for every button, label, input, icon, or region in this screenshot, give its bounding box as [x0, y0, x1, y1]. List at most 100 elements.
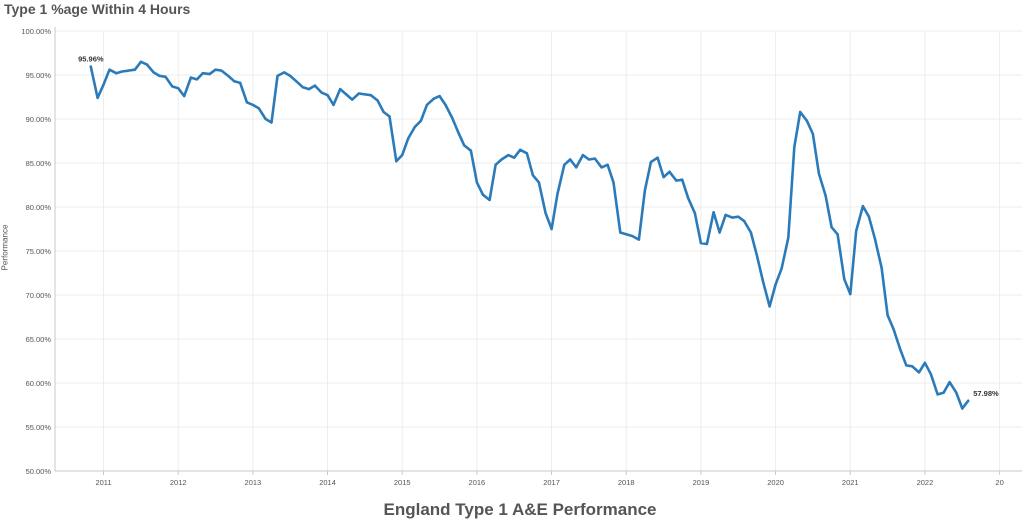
data-point: [774, 283, 777, 286]
data-point: [438, 94, 441, 98]
data-point: [363, 93, 367, 96]
data-point: [89, 65, 93, 68]
data-point: [469, 149, 473, 152]
x-tick-label: 2021: [842, 478, 859, 487]
data-point: [425, 103, 429, 107]
data-point: [171, 85, 174, 88]
data-point: [388, 115, 391, 118]
data-point: [475, 181, 479, 184]
data-point: [575, 166, 578, 169]
x-tick-label: 2017: [543, 478, 560, 487]
data-point: [923, 361, 927, 364]
data-point: [152, 71, 155, 74]
data-point: [942, 391, 945, 394]
data-point: [239, 81, 242, 85]
data-point: [886, 314, 889, 317]
data-point: [805, 119, 809, 123]
data-point: [849, 292, 852, 296]
data-point: [519, 148, 522, 151]
data-point: [164, 75, 167, 79]
chart-subtitle: England Type 1 A&E Performance: [383, 500, 657, 519]
data-point: [313, 84, 317, 87]
data-point: [257, 107, 261, 110]
data-point: [737, 215, 740, 218]
data-point: [917, 371, 921, 374]
y-tick-label: 85.00%: [26, 159, 52, 168]
data-point: [843, 278, 846, 281]
data-point: [625, 233, 628, 236]
x-tick-label: 2013: [245, 478, 262, 487]
data-point: [96, 96, 99, 100]
y-tick-label: 60.00%: [26, 379, 52, 388]
data-point: [662, 175, 665, 179]
data-point: [761, 279, 765, 283]
data-point: [177, 87, 180, 90]
data-point: [600, 166, 603, 169]
data-point: [780, 267, 783, 270]
data-point: [339, 87, 342, 91]
data-point: [817, 172, 821, 175]
data-point: [811, 132, 815, 136]
data-point: [705, 242, 709, 246]
data-label: 57.98%: [973, 389, 999, 398]
data-point: [861, 204, 865, 208]
data-point: [936, 393, 939, 396]
x-tick-label: 2016: [469, 478, 486, 487]
data-point: [488, 198, 491, 202]
series-line: [89, 60, 970, 410]
data-point: [382, 110, 385, 114]
data-point: [139, 60, 143, 63]
data-point: [569, 158, 572, 161]
data-point: [463, 144, 466, 147]
data-point: [556, 192, 559, 195]
data-point: [967, 399, 970, 402]
data-point: [836, 233, 839, 236]
data-point: [880, 266, 883, 269]
data-point: [432, 97, 435, 101]
data-point: [195, 78, 199, 81]
data-point: [401, 153, 404, 157]
data-point: [264, 117, 267, 121]
data-point: [481, 193, 485, 196]
data-point: [905, 364, 908, 367]
data-point: [345, 93, 348, 96]
data-point: [961, 407, 964, 410]
data-point: [227, 74, 230, 78]
data-point: [270, 121, 273, 124]
data-point: [369, 94, 373, 97]
data-point: [451, 116, 454, 120]
data-point: [307, 87, 311, 91]
data-point: [189, 76, 193, 79]
data-point: [214, 68, 217, 71]
data-point: [693, 212, 697, 215]
data-point: [413, 125, 417, 129]
data-point: [145, 63, 148, 66]
data-point: [749, 231, 753, 234]
x-tick-label: 2012: [170, 478, 187, 487]
data-point: [731, 216, 734, 219]
x-tick-label: 2019: [693, 478, 710, 487]
line-chart: 100.00% 95.00% 90.00% 85.00% 80.00% 75.00% 70.…: [21, 27, 1022, 487]
data-point: [637, 238, 641, 241]
data-point: [593, 157, 597, 160]
data-point: [631, 234, 634, 238]
y-tick-label: 70.00%: [26, 291, 52, 300]
data-point: [718, 231, 721, 234]
data-point: [668, 170, 671, 173]
data-point: [955, 391, 958, 394]
chart-title: Type 1 %age Within 4 Hours: [4, 1, 191, 17]
y-tick-label: 75.00%: [26, 247, 52, 256]
data-point: [395, 160, 398, 163]
data-point: [251, 103, 255, 107]
data-point: [127, 69, 130, 72]
data-point: [687, 197, 690, 200]
data-point: [525, 152, 529, 155]
data-point: [158, 74, 161, 78]
data-point: [376, 99, 379, 102]
data-point: [948, 380, 951, 384]
data-point: [507, 153, 510, 157]
data-point: [824, 194, 827, 197]
data-point: [581, 153, 585, 157]
data-point: [102, 83, 105, 86]
x-tick-label: 2011: [95, 478, 111, 487]
